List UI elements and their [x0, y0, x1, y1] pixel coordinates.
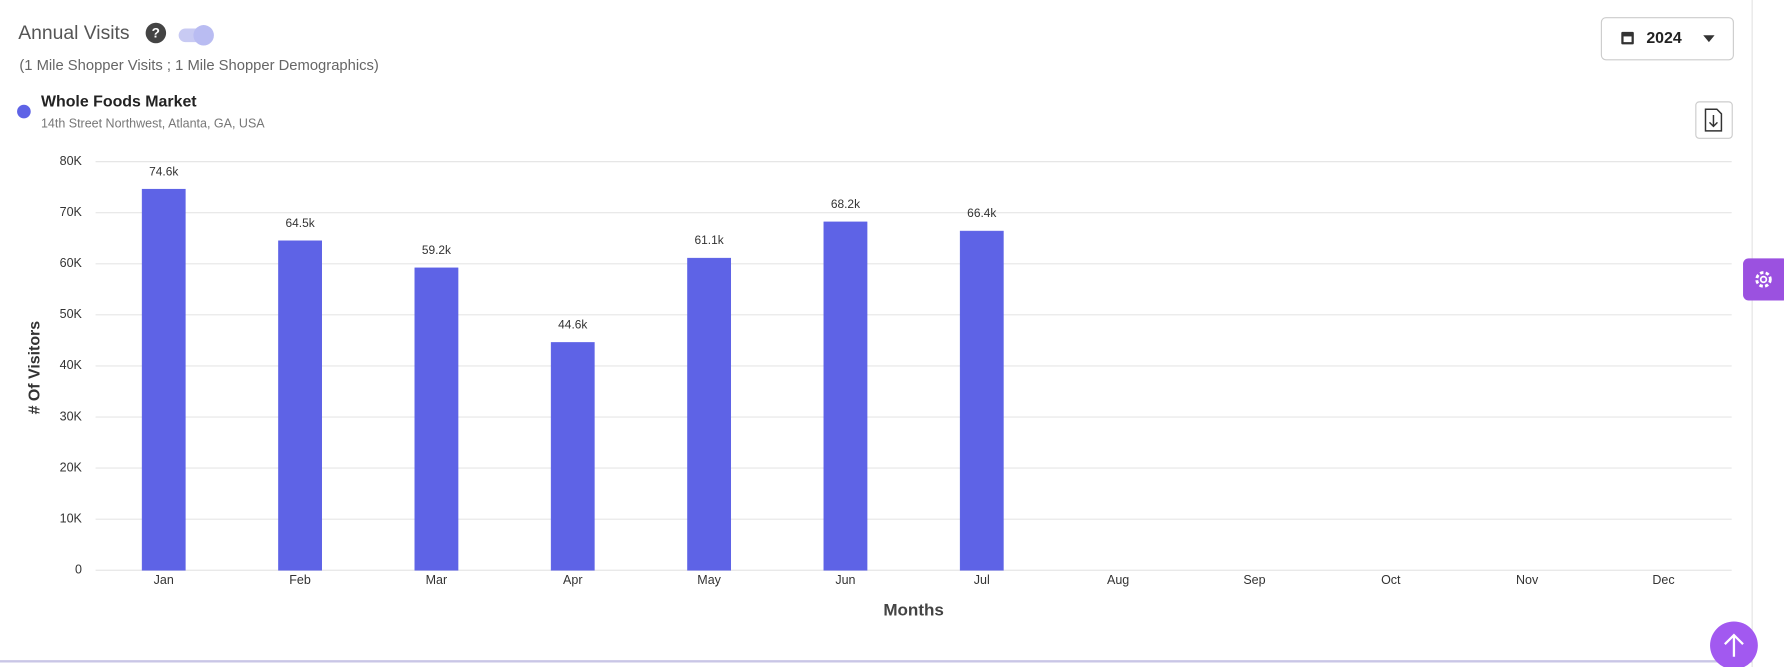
year-selector[interactable]: 2024: [1600, 17, 1734, 61]
bar: [823, 221, 868, 571]
data-label: 66.4k: [967, 206, 996, 220]
svg-text:?: ?: [152, 26, 160, 41]
data-label: 68.2k: [831, 197, 860, 211]
y-tick-label: 30K: [60, 409, 83, 423]
y-tick-label: 70K: [60, 205, 83, 219]
bar: [141, 188, 186, 571]
x-tick-label: Dec: [1652, 573, 1674, 587]
help-icon[interactable]: ?: [145, 22, 167, 44]
y-tick-label: 50K: [60, 307, 83, 321]
settings-tab[interactable]: [1743, 258, 1784, 301]
x-tick-label: Jun: [835, 573, 855, 587]
bar: [687, 257, 732, 571]
bar: [959, 230, 1004, 571]
data-label: 44.6k: [558, 318, 587, 332]
bar: [278, 240, 322, 571]
x-tick-label: Jul: [974, 573, 990, 587]
legend-label: Whole Foods Market: [41, 94, 197, 111]
x-tick-label: Feb: [289, 573, 311, 587]
x-axis-title: Months: [883, 601, 944, 620]
y-tick-label: 0: [75, 563, 82, 577]
x-tick-label: Sep: [1243, 573, 1265, 587]
legend-location: 14th Street Northwest, Atlanta, GA, USA: [41, 116, 265, 130]
panel-subtitle: (1 Mile Shopper Visits ; 1 Mile Shopper …: [19, 58, 379, 74]
y-tick-label: 10K: [60, 511, 83, 525]
x-tick-label: Oct: [1381, 573, 1401, 587]
x-tick-label: May: [697, 573, 721, 587]
x-tick-label: Jan: [154, 573, 174, 587]
bar: [414, 267, 459, 571]
data-label: 64.5k: [285, 216, 314, 230]
toggle[interactable]: [178, 25, 214, 46]
x-tick-label: Apr: [563, 573, 582, 587]
data-label: 74.6k: [149, 164, 178, 178]
data-label: 61.1k: [695, 233, 724, 247]
x-tick-label: Nov: [1516, 573, 1539, 587]
year-label: 2024: [1646, 30, 1682, 47]
x-tick-label: Aug: [1107, 573, 1129, 587]
legend-marker: [17, 104, 31, 119]
y-tick-label: 60K: [60, 256, 83, 270]
y-tick-label: 20K: [60, 460, 83, 474]
y-tick-label: 40K: [60, 358, 83, 372]
download-button[interactable]: [1695, 101, 1733, 139]
x-tick-label: Mar: [426, 573, 448, 587]
data-label: 59.2k: [422, 243, 451, 257]
y-axis-title: # Of Visitors: [26, 321, 43, 415]
bar: [550, 342, 595, 571]
y-tick-label: 80K: [60, 154, 83, 168]
scroll-top-button[interactable]: [1710, 621, 1758, 667]
panel-title: Annual Visits: [18, 22, 129, 44]
